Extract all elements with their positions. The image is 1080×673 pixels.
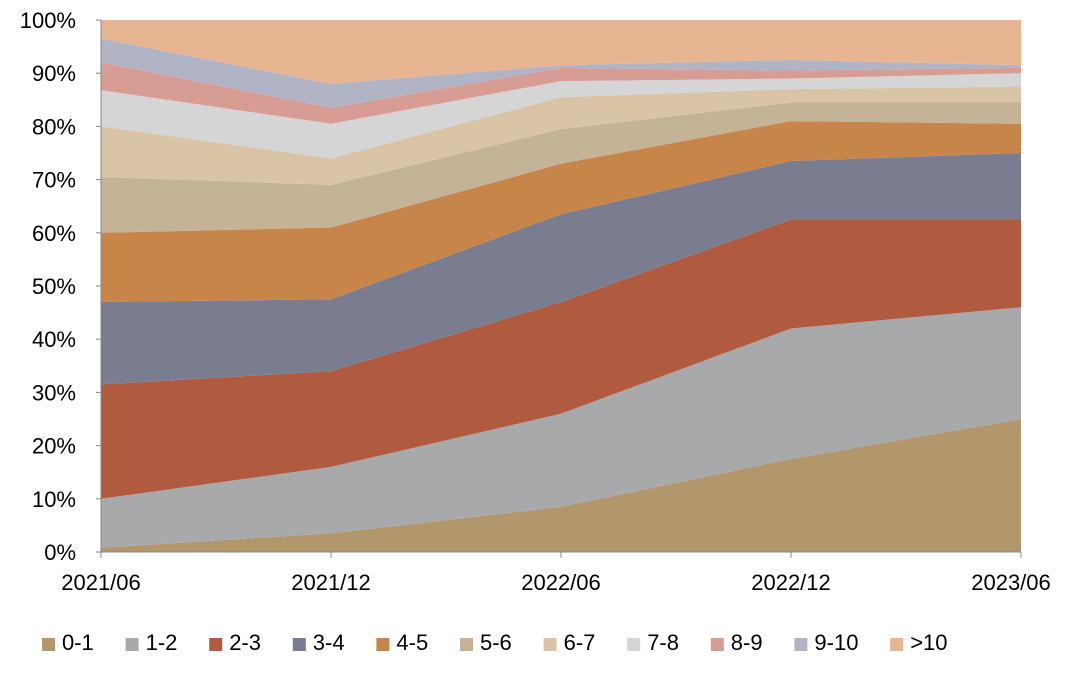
- legend-swatch: [794, 638, 808, 651]
- legend-swatch: [627, 638, 641, 651]
- legend-swatch: [376, 638, 390, 651]
- y-tick-label: 30%: [32, 380, 76, 405]
- area-series-6-7: [101, 86, 1021, 185]
- legend-label: 5-6: [480, 630, 512, 655]
- x-tick-label: 2021/12: [291, 570, 371, 595]
- areas-layer: [101, 20, 1021, 552]
- legend-item: >10: [890, 630, 948, 655]
- y-tick-label: 80%: [32, 114, 76, 139]
- x-tick-label: 2022/06: [521, 570, 601, 595]
- legend-item: 1-2: [125, 630, 178, 655]
- y-tick-label: 90%: [32, 61, 76, 86]
- area-series-1-2: [101, 307, 1021, 548]
- y-tick-label: 70%: [32, 168, 76, 193]
- legend-label: 1-2: [146, 630, 178, 655]
- y-tick-label: 40%: [32, 327, 76, 352]
- legend-swatch: [543, 638, 557, 651]
- legend-swatch: [42, 638, 55, 651]
- legend-label: 4-5: [396, 630, 428, 655]
- x-tick-label: 2023/06: [971, 570, 1051, 595]
- legend-label: 2-3: [229, 630, 261, 655]
- legend-label: 9-10: [814, 630, 858, 655]
- legend-label: 6-7: [564, 630, 596, 655]
- area-series-3-4: [101, 153, 1021, 385]
- legend-item: 9-10: [794, 630, 858, 655]
- y-tick-label: 60%: [32, 221, 76, 246]
- legend-item: 0-1: [42, 630, 94, 655]
- area-series-0-1: [101, 419, 1021, 552]
- y-tick-label: 100%: [20, 8, 76, 33]
- legend-label: >10: [910, 630, 947, 655]
- y-tick-label: 0%: [44, 540, 76, 565]
- legend-item: 3-4: [292, 630, 345, 655]
- legend-item: 2-3: [209, 630, 261, 655]
- y-tick-label: 50%: [32, 274, 76, 299]
- x-tick-label: 2021/06: [61, 570, 141, 595]
- y-tick-label: 20%: [32, 434, 76, 459]
- legend-item: 5-6: [460, 630, 512, 655]
- area-series-5-6: [101, 102, 1021, 233]
- x-axis-ticks: 2021/06 2021/12 2022/06 2022/12 2023/06: [61, 552, 1051, 595]
- legend: 0-1 1-2 2-3 3-4 4-5 5-6 6-7 7-8 8-9 9-10 >10: [42, 630, 948, 655]
- legend-item: 4-5: [376, 630, 428, 655]
- legend-label: 3-4: [313, 630, 345, 655]
- y-axis-ticks: 0% 10% 20% 30% 40% 50% 60% 70% 80% 90% 100%: [20, 8, 101, 565]
- legend-swatch: [460, 638, 473, 651]
- x-tick-label: 2022/12: [751, 570, 831, 595]
- legend-label: 8-9: [731, 630, 763, 655]
- area-series-10gt: [101, 20, 1021, 84]
- y-tick-label: 10%: [32, 487, 76, 512]
- area-series-2-3: [101, 219, 1021, 499]
- legend-swatch: [125, 638, 139, 651]
- area-series-8-9: [101, 62, 1021, 124]
- legend-swatch: [710, 638, 724, 651]
- legend-label: 0-1: [62, 630, 94, 655]
- legend-swatch: [292, 638, 306, 651]
- legend-swatch: [209, 638, 223, 651]
- legend-swatch: [890, 638, 904, 651]
- area-series-7-8: [101, 73, 1021, 159]
- area-series-4-5: [101, 121, 1021, 302]
- legend-item: 7-8: [627, 630, 679, 655]
- legend-item: 8-9: [710, 630, 763, 655]
- legend-label: 7-8: [647, 630, 679, 655]
- legend-item: 6-7: [543, 630, 596, 655]
- area-series-9-10: [101, 38, 1021, 108]
